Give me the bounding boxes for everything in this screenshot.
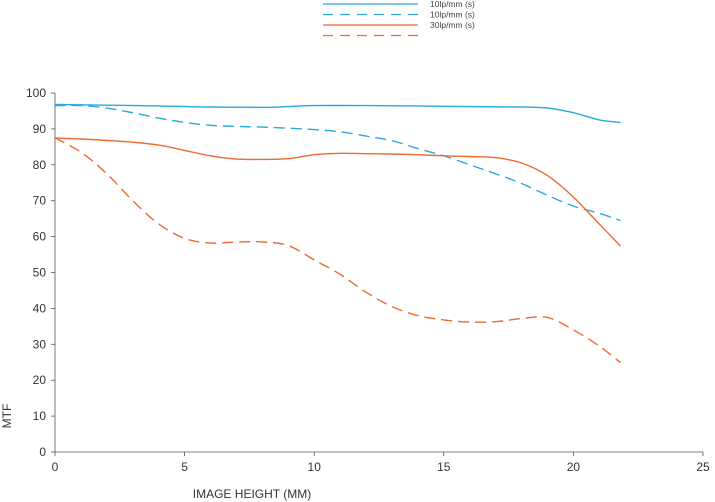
legend-label-3: 30lp/mm (s) — [430, 20, 475, 30]
y-tick-label: 70 — [33, 194, 47, 208]
y-tick-label: 40 — [33, 301, 47, 315]
y-tick-label: 20 — [33, 373, 47, 387]
series-line-3 — [54, 137, 621, 247]
y-axis-title: MTF — [0, 404, 14, 429]
y-tick-label: 60 — [33, 230, 47, 244]
axes: 0 10 20 30 40 50 60 70 80 90 100 0 5 10 15 20 25 — [26, 86, 710, 474]
x-tick-label: 25 — [696, 460, 710, 474]
x-tick-label: 5 — [181, 460, 188, 474]
x-tick-label: 0 — [52, 460, 59, 474]
x-axis-title: IMAGE HEIGHT (MM) — [193, 487, 311, 501]
series-line-4 — [54, 137, 621, 363]
series-line-1 — [54, 103, 621, 124]
x-tick-label: 20 — [567, 460, 581, 474]
x-tick-label: 15 — [437, 460, 451, 474]
y-tick-label: 10 — [33, 409, 47, 423]
legend: 10lp/mm (s)10lp/mm (s)30lp/mm (s) — [323, 0, 475, 37]
y-tick-label: 80 — [33, 158, 47, 172]
x-tick-label: 10 — [308, 460, 322, 474]
y-tick-label: 90 — [33, 122, 47, 136]
legend-label-1: 10lp/mm (s) — [430, 0, 475, 9]
series-layer — [54, 103, 621, 363]
y-tick-label: 0 — [39, 445, 46, 459]
series-line-2 — [54, 104, 621, 222]
y-tick-label: 30 — [33, 337, 47, 351]
y-tick-label: 50 — [33, 266, 47, 280]
y-tick-label: 100 — [26, 86, 46, 100]
legend-label-2: 10lp/mm (s) — [430, 10, 475, 20]
